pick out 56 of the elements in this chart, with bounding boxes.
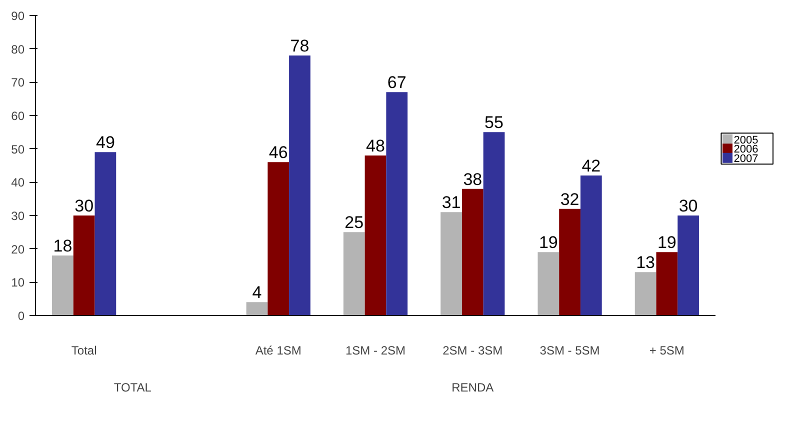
x-tick-label: Total (71, 344, 97, 358)
data-label: 49 (96, 133, 115, 152)
data-label: 25 (344, 213, 364, 232)
bar (634, 272, 656, 316)
data-label: 31 (442, 193, 461, 212)
text: RENDA (452, 380, 494, 394)
bar (52, 256, 74, 316)
y-tick-label: 50 (11, 142, 25, 156)
x-tick-label: Até 1SM (255, 344, 302, 358)
bar (386, 92, 408, 316)
bar (483, 132, 505, 316)
data-label: 48 (366, 136, 385, 156)
data-label: 67 (387, 73, 406, 92)
data-label: 38 (463, 170, 482, 189)
y-tick-label: 60 (11, 109, 25, 123)
legend-label: 2007 (734, 152, 758, 165)
data-label: 19 (657, 233, 676, 252)
data-label: 18 (53, 236, 72, 256)
bar (289, 56, 310, 316)
x-tick-label: 1SM - 2SM (345, 344, 406, 358)
data-label: 4 (252, 283, 262, 302)
y-tick-label: 70 (11, 76, 25, 90)
y-tick-label: 40 (11, 176, 25, 190)
bar (364, 156, 386, 316)
data-label: 78 (290, 36, 310, 56)
bar (580, 176, 602, 316)
bar (559, 208, 580, 316)
data-label: 13 (636, 253, 656, 272)
y-tick-label: 90 (11, 9, 25, 23)
y-tick-label: 0 (18, 309, 25, 323)
bar (246, 302, 268, 316)
y-tick-label: 10 (11, 276, 25, 290)
data-label: 30 (678, 196, 698, 216)
x-tick-label: 3SM - 5SM (540, 344, 600, 358)
x-tick-label: + 5SM (649, 344, 684, 358)
legend-label: 2005 (734, 134, 758, 146)
data-label: 42 (582, 156, 601, 176)
bar (73, 216, 95, 316)
data-label: 46 (268, 143, 288, 162)
y-tick-label: 20 (11, 242, 25, 256)
data-label: 32 (560, 190, 580, 209)
data-label: 55 (484, 113, 504, 132)
bar (343, 232, 365, 316)
y-tick-label: 80 (11, 42, 25, 56)
bar (656, 252, 678, 316)
y-tick-label: 30 (11, 209, 25, 223)
text: TOTAL (114, 380, 152, 394)
data-label: 30 (74, 196, 94, 216)
bar (268, 162, 290, 316)
bar (440, 212, 462, 316)
bar (94, 152, 116, 316)
bar (462, 188, 484, 316)
bar (538, 252, 560, 316)
bar (678, 216, 699, 316)
x-tick-label: 2SM - 3SM (442, 344, 503, 358)
data-label: 19 (538, 233, 558, 252)
